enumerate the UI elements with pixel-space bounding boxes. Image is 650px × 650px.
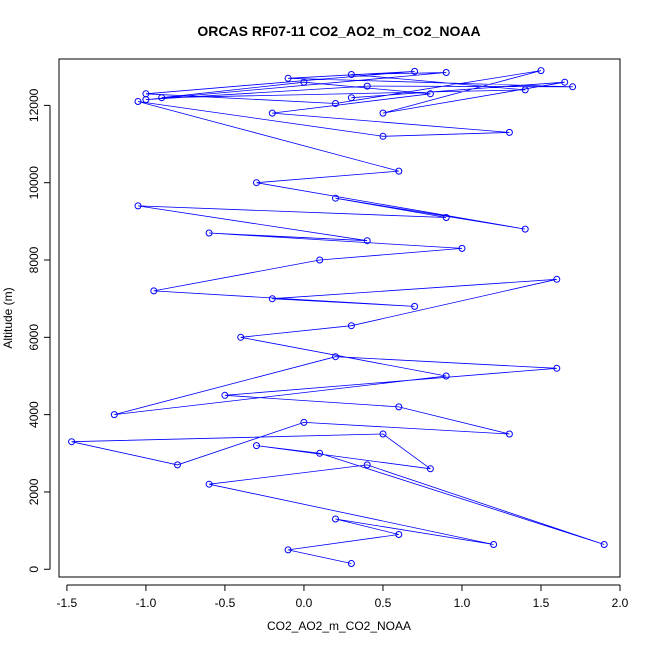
data-point <box>521 225 529 233</box>
data-point <box>221 391 229 399</box>
y-axis: 0 2000 4000 6000 8000 10000 12000 <box>27 88 51 573</box>
y-tick-label: 4000 <box>27 401 41 428</box>
data-point <box>426 465 434 473</box>
data-point <box>521 86 529 94</box>
data-point <box>347 560 355 567</box>
data-point <box>458 244 466 252</box>
data-point <box>158 94 166 102</box>
data-point <box>134 202 142 210</box>
data-point <box>205 480 213 488</box>
x-tick-label: 2.0 <box>612 596 629 610</box>
data-point <box>505 430 513 438</box>
chart-title: ORCAS RF07-11 CO2_AO2_m_CO2_NOAA <box>197 23 480 39</box>
y-tick-label: 12000 <box>27 88 41 122</box>
data-point <box>268 295 276 303</box>
data-point <box>363 82 371 90</box>
x-tick-label: 0.0 <box>296 596 313 610</box>
data-point <box>363 461 371 469</box>
data-point <box>332 100 339 107</box>
data-point <box>347 94 355 102</box>
x-tick-label: 0.5 <box>375 596 392 610</box>
data-point <box>600 541 608 548</box>
data-point <box>142 90 150 98</box>
y-tick-label: 2000 <box>27 478 41 505</box>
data-point <box>561 78 569 86</box>
y-tick-label: 8000 <box>27 246 41 273</box>
data-point <box>253 179 260 187</box>
data-point <box>347 322 355 330</box>
series-line <box>71 70 605 564</box>
x-axis-label: CO2_AO2_m_CO2_NOAA <box>267 619 411 633</box>
data-point <box>237 333 245 341</box>
x-tick-label: -1.0 <box>136 596 157 610</box>
data-point <box>395 403 403 411</box>
data-point <box>150 287 158 295</box>
y-tick-label: 6000 <box>27 324 41 351</box>
y-tick-label: 10000 <box>27 166 41 200</box>
x-tick-label: -0.5 <box>215 596 236 610</box>
data-point <box>300 418 308 426</box>
data-point <box>347 71 355 78</box>
data-layer <box>68 67 608 567</box>
data-point <box>505 128 513 136</box>
data-point <box>379 109 387 117</box>
x-tick-label: 1.5 <box>533 596 550 610</box>
data-point <box>490 541 498 548</box>
data-point <box>332 194 339 202</box>
data-point <box>363 237 371 245</box>
data-point <box>284 74 292 82</box>
plot-frame <box>58 58 621 578</box>
y-tick-label: 0 <box>27 566 41 573</box>
data-point <box>300 78 308 86</box>
data-point <box>411 67 419 75</box>
data-point <box>174 461 181 469</box>
x-axis: -1.5 -1.0 -0.5 0.0 0.5 1.0 1.5 2.0 <box>57 584 629 610</box>
data-point <box>395 531 403 538</box>
x-tick-label: 1.0 <box>454 596 471 610</box>
data-point <box>284 546 292 554</box>
data-point <box>68 438 76 446</box>
data-point <box>316 256 324 264</box>
data-point <box>268 109 276 117</box>
data-point <box>253 442 260 450</box>
data-point <box>442 214 450 221</box>
data-point <box>537 67 545 75</box>
data-point <box>553 364 561 372</box>
data-point <box>134 98 142 105</box>
data-point <box>395 167 403 175</box>
data-point <box>442 69 450 76</box>
y-axis-label: Altitude (m) <box>1 287 15 348</box>
data-point <box>205 229 213 237</box>
data-point <box>316 449 324 457</box>
data-point <box>553 275 561 283</box>
data-point <box>332 353 339 361</box>
data-point <box>442 372 450 380</box>
data-point <box>411 302 419 310</box>
data-point <box>569 83 577 91</box>
data-point <box>379 132 387 140</box>
data-point <box>110 411 118 419</box>
data-point <box>332 515 339 523</box>
data-point <box>426 90 434 98</box>
data-point <box>379 430 387 438</box>
x-tick-label: -1.5 <box>57 596 78 610</box>
